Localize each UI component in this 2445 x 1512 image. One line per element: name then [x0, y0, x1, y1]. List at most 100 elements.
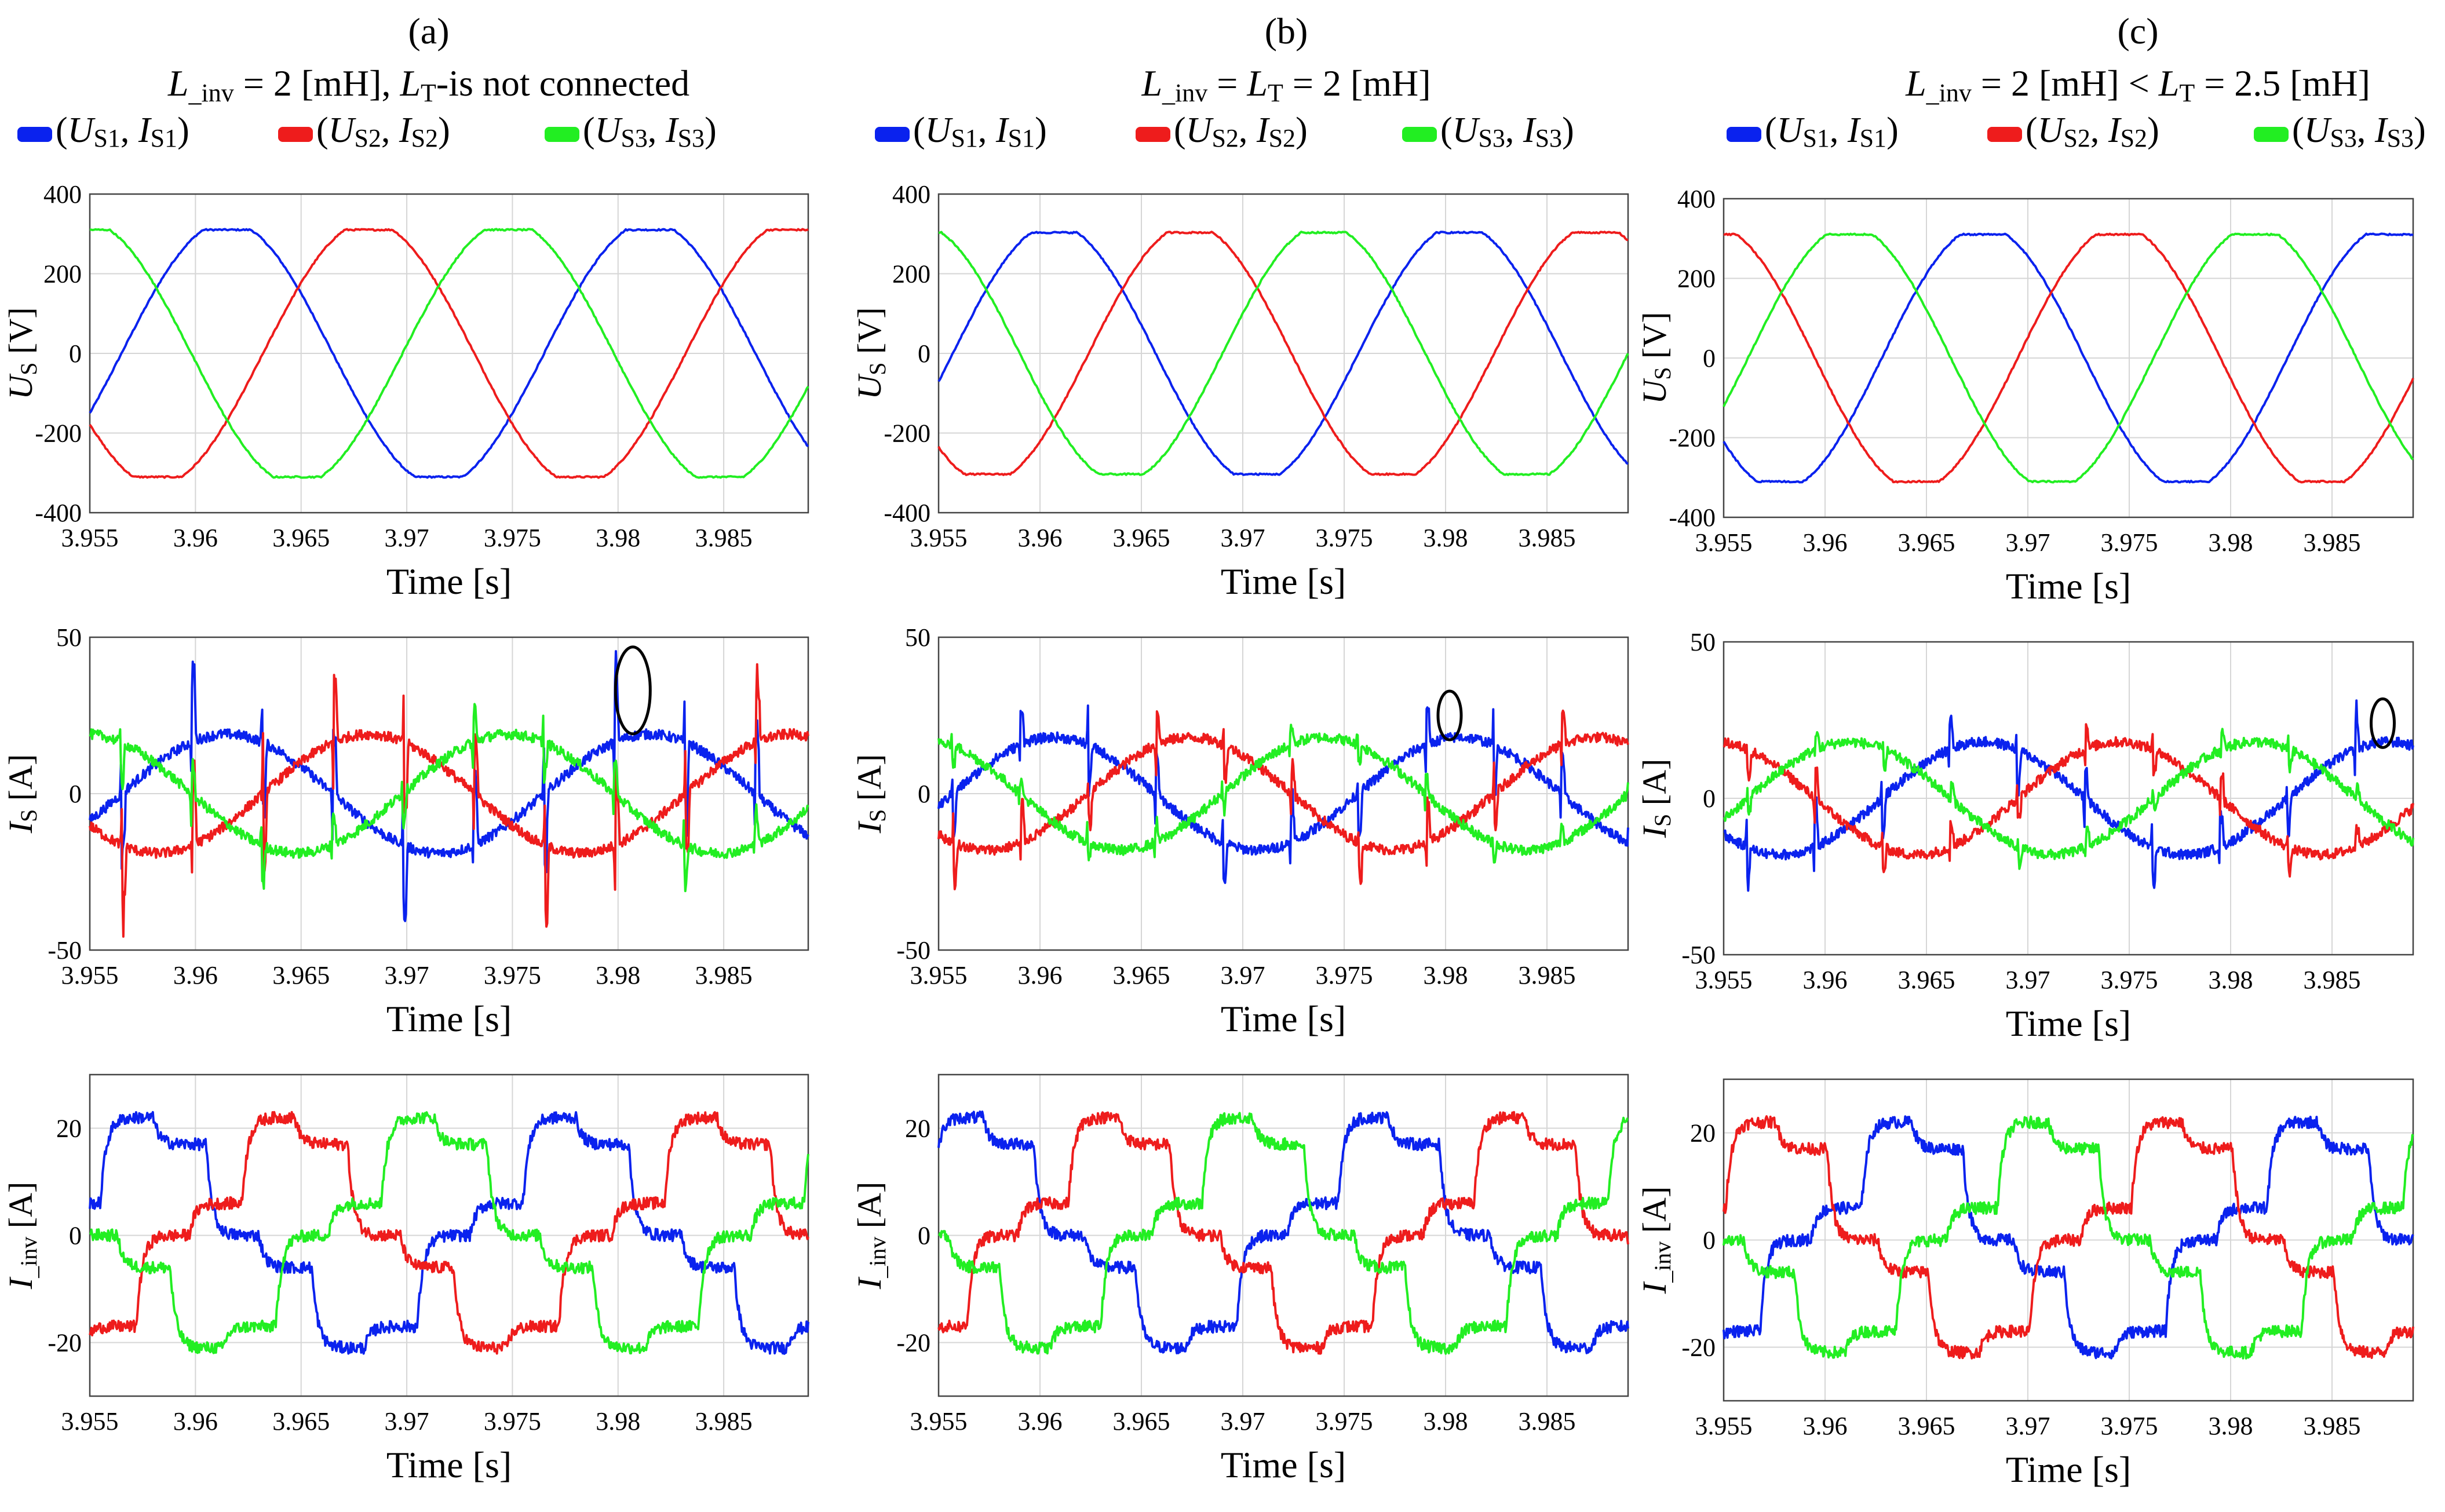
b-voltage-ylabel: US [V]	[851, 307, 891, 399]
title-sub-T: T	[1268, 79, 1283, 107]
legend-swatch	[875, 127, 910, 142]
legend-U-sub: S3	[2330, 124, 2356, 152]
a-inverter-ylabel-sub: _inv	[16, 1237, 42, 1279]
b-voltage-ylabel-sub: S	[864, 362, 891, 375]
a-voltage-ytick-label: 400	[43, 180, 82, 209]
b-current-ytick-label: 50	[905, 623, 930, 652]
a-voltage-xtick-label: 3.985	[695, 524, 753, 552]
c-inverter-ylabel: I_inv [A]	[1636, 1186, 1676, 1294]
a-voltage-series-Us2	[89, 228, 809, 479]
a-current-xtick-label: 3.96	[173, 961, 218, 989]
title-L2: L	[2158, 63, 2180, 104]
c-voltage-xtick-label: 3.98	[2209, 528, 2253, 557]
c-inverter-xtick-label: 3.97	[2006, 1412, 2050, 1440]
legend-comma: ,	[1830, 111, 1848, 150]
a-voltage-xtick-label: 3.965	[272, 524, 330, 552]
a-inverter-ytick-label: 0	[69, 1222, 82, 1250]
c-current-ytick-label: 50	[1690, 628, 1716, 656]
legend-swatch	[1402, 127, 1437, 142]
b-current-series-Is1	[937, 704, 1629, 884]
legend: (US1, IS1) (US2, IS2) (US3, IS3)	[1727, 111, 2426, 152]
c-inverter-xtick-label: 3.96	[1803, 1412, 1848, 1440]
legend-I-sub: S1	[1860, 124, 1886, 152]
a-inverter-xtick-label: 3.975	[484, 1407, 541, 1436]
legend-I-sub: S2	[2121, 124, 2147, 152]
a-inverter-series-Iinv3	[89, 1111, 809, 1354]
legend-paren: (	[583, 111, 595, 150]
a-current-ytick-label: 50	[56, 623, 82, 652]
b-current-xtick-label: 3.96	[1018, 961, 1063, 989]
c-inverter-series-Iinv1	[1723, 1115, 2414, 1360]
a-current-xtick-label: 3.975	[484, 961, 541, 989]
a-current-ytick-label: 0	[69, 780, 82, 808]
a-inverter-ylabel-unit: [A]	[2, 1182, 39, 1237]
b-voltage-xtick-label: 3.96	[1018, 524, 1063, 552]
a-current-ytick-label: -50	[48, 936, 82, 965]
legend-I-sub: S3	[2387, 124, 2414, 152]
b-current-xtick-label: 3.965	[1113, 961, 1170, 989]
c-current-series-Is3	[1723, 728, 2414, 870]
b-inverter-chart: 3.955 3.96 3.965 3.97 3.975 3.98 3.985 20 0 -20 Ti…	[851, 1073, 1629, 1485]
c-voltage-xtick-label: 3.97	[2006, 528, 2050, 557]
legend-entry: (US3, IS3)	[583, 111, 717, 152]
legend-U-sub: S2	[1211, 124, 1238, 152]
legend-swatch	[17, 127, 52, 142]
legend-U: U	[68, 111, 96, 150]
c-current-chart: 3.955 3.96 3.965 3.97 3.975 3.98 3.985 50 0 -50 Ti…	[1636, 628, 2414, 1044]
title-sub-inv: _inv	[188, 79, 233, 107]
b-voltage-xtick-label: 3.975	[1316, 524, 1373, 552]
title-L: L	[1905, 63, 1926, 104]
a-voltage-series-Us3	[90, 228, 809, 479]
legend-paren-close: )	[1562, 111, 1574, 150]
c-current-series-Is2	[1723, 723, 2414, 878]
c-current-xtick-label: 3.98	[2209, 966, 2253, 994]
b-inverter-series-Iinv2	[937, 1111, 1629, 1355]
a-inverter-ytick-label: -20	[48, 1329, 82, 1357]
legend-U: U	[925, 111, 954, 150]
a-current-xtick-label: 3.97	[385, 961, 429, 989]
c-current-xlabel: Time [s]	[2006, 1003, 2131, 1044]
legend-U: U	[1453, 111, 1481, 150]
legend-paren: (	[1174, 111, 1186, 150]
b-voltage-xtick-label: 3.985	[1519, 524, 1576, 552]
c-voltage-ylabel-sub: S	[1650, 367, 1676, 379]
column-header-a: (a)L_inv = 2 [mH], LT-is not connected(U…	[17, 10, 717, 152]
legend-I-sub: S2	[411, 124, 438, 152]
c-voltage-chart: 3.955 3.96 3.965 3.97 3.975 3.98 3.985 400 200 0 -…	[1636, 185, 2414, 607]
legend-swatch	[1987, 127, 2022, 142]
b-voltage-axes-frame	[937, 193, 1629, 514]
title-mid: =	[1207, 63, 1247, 104]
c-voltage-series-Us2	[1723, 232, 2414, 484]
c-voltage-ytick-label: 200	[1677, 265, 1716, 293]
legend-paren-close: )	[1035, 111, 1047, 150]
b-inverter-xtick-label: 3.955	[910, 1407, 968, 1436]
legend-paren: (	[316, 111, 329, 150]
a-inverter-ylabel: I_inv [A]	[2, 1182, 42, 1290]
legend-U-sub: S2	[2063, 124, 2090, 152]
b-voltage-xlabel: Time [s]	[1221, 561, 1346, 602]
legend-I: I	[2374, 111, 2389, 150]
a-voltage-ytick-label: -200	[35, 419, 82, 448]
column-title: L_inv = LT = 2 [mH]	[1141, 63, 1430, 107]
c-current-highlight-ellipse	[2370, 697, 2396, 749]
legend-paren-close: )	[705, 111, 717, 150]
c-current-ylabel-sub: S	[1650, 814, 1676, 827]
a-voltage-xtick-label: 3.955	[61, 524, 119, 552]
c-voltage-series-Us1	[1723, 232, 2414, 484]
b-voltage-ylabel-symbol: U	[851, 373, 888, 400]
b-inverter-series-Iinv3	[937, 1112, 1629, 1355]
c-voltage-ytick-label: -400	[1669, 503, 1716, 532]
title-sub-T: T	[2179, 79, 2195, 107]
c-voltage-xlabel: Time [s]	[2006, 565, 2131, 607]
legend-I: I	[1847, 111, 1862, 150]
b-voltage-xtick-label: 3.965	[1113, 524, 1170, 552]
c-voltage-xtick-label: 3.985	[2304, 528, 2361, 557]
b-current-chart: 3.955 3.96 3.965 3.97 3.975 3.98 3.985 50 0 -50 Ti…	[851, 623, 1629, 1039]
c-current-axes-frame	[1723, 641, 2414, 956]
a-inverter-xtick-label: 3.985	[695, 1407, 753, 1436]
legend-U: U	[595, 111, 623, 150]
legend-U-sub: S1	[951, 124, 977, 152]
legend-paren: (	[1440, 111, 1453, 150]
legend-entry: (US2, IS2)	[316, 111, 450, 152]
